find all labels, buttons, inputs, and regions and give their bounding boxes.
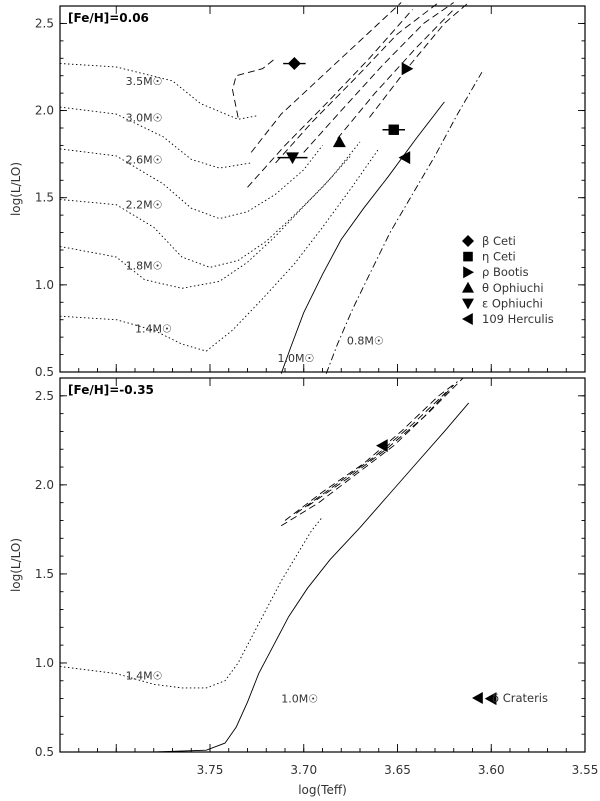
bottom-mass-label-1: 1.0M☉ [281,693,318,706]
top-legend-label-3: θ Ophiuchi [482,281,544,295]
top-star-point-3 [332,135,346,148]
top-track-13 [337,9,455,139]
top-legend-marker-2 [463,266,474,279]
top-star-point-0 [287,57,301,71]
bottom-tracks [59,377,470,753]
bottom-xtick-label: 3.65 [384,763,411,777]
bottom-ytick-label: 2.0 [35,478,54,492]
top-track-8 [232,57,276,118]
top-track-12 [303,2,454,153]
bottom-ytick-label: 1.5 [35,567,54,581]
top-metallicity-label: [Fe/H]=0.06 [68,11,149,25]
bottom-xtick-label: 3.75 [197,763,224,777]
top-legend-label-5: 109 Herculis [482,312,554,326]
top-ytick-label: 2.5 [35,16,54,30]
bottom-track-4 [280,377,464,527]
top-star-point-2 [401,62,414,76]
bottom-track-0 [59,516,323,689]
top-mass-label-6: 1.0M☉ [278,352,315,365]
top-ytick-label: 0.5 [35,365,54,379]
top-panel: 0.5 1.0 1.5 2.0 2.5 3.5M☉ 3.0M☉ 2.6M☉ 2.2M☉ 1.8M… [9,2,586,379]
top-mass-label-1: 3.0M☉ [126,112,163,125]
top-mass-label-5: 1.4M☉ [135,322,172,335]
bottom-metallicity-label: [Fe/H]=-0.35 [68,383,154,397]
top-star-point-1 [388,124,399,135]
top-ytick-label: 1.5 [35,191,54,205]
top-track-2 [59,145,323,220]
top-ticks: 0.5 1.0 1.5 2.0 2.5 [35,6,586,379]
top-legend-marker-1 [463,251,473,262]
bottom-mass-label-0: 1.4M☉ [126,669,163,682]
bottom-star-point-0 [376,439,388,453]
top-track-10 [247,9,413,188]
top-legend-label-0: β Ceti [482,234,516,248]
top-mass-label-2: 2.6M☉ [126,153,163,166]
bottom-ytick-label: 2.5 [35,389,54,403]
bottom-legend: δ Crateris [472,691,548,705]
bottom-track-2 [284,381,458,521]
top-legend-marker-3 [462,281,474,293]
top-legend-marker-5 [462,313,473,325]
bottom-ticks: 0.5 1.0 1.5 2.0 2.5 3.75 3.70 3.65 3.60 3.55 [35,378,598,777]
top-mass-label-7: 0.8M☉ [347,335,384,348]
bottom-ytick-label: 0.5 [35,745,54,759]
bottom-panel: 0.5 1.0 1.5 2.0 2.5 3.75 3.70 3.65 3.60 3.55 1.4M… [9,377,598,797]
bottom-x-axis-label: log(Teff) [298,783,347,797]
top-track-14 [369,2,469,118]
top-track-3 [59,155,351,268]
top-track-6 [280,101,445,374]
top-track-5 [59,148,380,352]
top-track-7 [325,71,483,374]
top-mass-label-4: 1.8M☉ [126,260,163,273]
top-track-0 [59,63,257,120]
bottom-xtick-label: 3.60 [478,763,505,777]
bottom-mass-labels: 1.4M☉ 1.0M☉ [126,669,318,705]
top-track-9 [250,2,402,153]
bottom-xtick-label: 3.55 [572,763,599,777]
top-legend-label-4: ε Ophiuchi [482,296,543,310]
top-mass-label-3: 2.2M☉ [126,199,163,212]
top-ytick-label: 2.0 [35,104,54,118]
top-ytick-label: 1.0 [35,278,54,292]
top-track-11 [275,2,439,164]
top-legend-marker-0 [462,235,474,247]
bottom-track-5 [307,384,455,507]
top-y-axis-label: log(L/LO) [9,162,23,216]
top-mass-labels: 3.5M☉ 3.0M☉ 2.6M☉ 2.2M☉ 1.8M☉ 1.4M☉ 1.0M☉ 0.8M☉ [126,75,384,365]
bottom-star-point-1 [484,692,497,706]
bottom-legend-label-0: δ Crateris [492,691,548,705]
top-legend-label-1: η Ceti [482,250,516,264]
top-stars [277,57,414,165]
top-legend-marker-4 [462,298,474,310]
top-star-point-4 [286,152,299,165]
bottom-stars [376,439,497,706]
bottom-legend-marker-0 [472,692,483,704]
bottom-y-axis-label: log(L/LO) [9,538,23,592]
bottom-ytick-label: 1.0 [35,656,54,670]
top-legend-label-2: ρ Bootis [482,265,529,279]
bottom-track-1 [60,402,470,753]
top-tracks [59,2,483,374]
top-star-point-5 [398,151,411,165]
top-mass-label-0: 3.5M☉ [126,75,163,88]
bottom-xtick-label: 3.70 [290,763,317,777]
